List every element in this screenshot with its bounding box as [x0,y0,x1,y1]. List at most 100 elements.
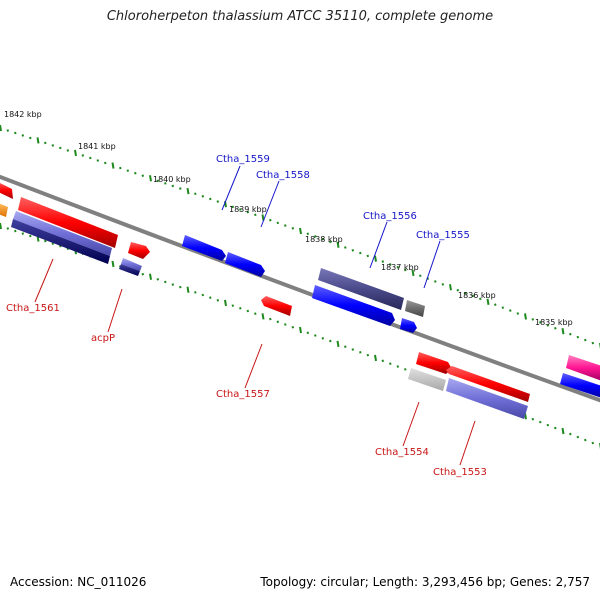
minor-tick [141,174,145,177]
minor-tick [306,232,310,236]
gene-feature[interactable] [119,264,140,276]
minor-tick [471,294,475,298]
major-tick [186,286,190,293]
minor-tick [404,368,407,371]
kbp-label: 1842 kbp [4,110,42,119]
gene-label-ctha-1553[interactable]: Ctha_1553 [433,467,487,478]
minor-tick [479,297,482,301]
major-tick [411,269,415,277]
minor-tick [194,192,197,196]
minor-tick [464,291,467,295]
minor-tick [396,365,400,368]
minor-tick [6,129,10,132]
gene-feature[interactable] [0,203,8,217]
minor-tick [509,309,512,312]
minor-tick [306,331,310,335]
gene-feature[interactable] [11,219,110,264]
minor-tick [539,420,542,424]
gene-feature[interactable] [261,296,292,316]
minor-tick [254,213,257,217]
gene-label-ctha-1557[interactable]: Ctha_1557 [216,389,270,400]
minor-tick [269,317,272,321]
gene-label-ctha-1559[interactable]: Ctha_1559 [216,154,270,165]
minor-tick [389,362,392,365]
minor-tick [194,291,197,294]
major-tick [524,313,527,320]
minor-tick [291,226,295,230]
gene-feature[interactable] [405,300,425,317]
gene-feature[interactable] [416,352,452,374]
major-tick [486,298,490,305]
minor-tick [269,218,272,222]
major-tick [149,273,152,280]
gene-feature[interactable] [0,182,13,199]
gene-label-ctha-1558[interactable]: Ctha_1558 [256,170,310,181]
major-tick [186,187,190,195]
minor-tick [44,141,47,145]
minor-tick [156,278,160,281]
minor-tick [516,312,520,315]
major-tick [111,260,115,268]
minor-tick [359,251,362,255]
minor-tick [51,144,55,147]
gene-feature[interactable] [408,368,446,391]
minor-tick [404,268,407,272]
minor-tick [21,134,25,137]
gene-label-ctha-1561[interactable]: Ctha_1561 [6,303,60,314]
minor-tick [29,234,32,238]
minor-tick [246,309,250,313]
minor-tick [119,166,122,170]
major-tick [561,427,565,435]
minor-tick [201,195,205,198]
minor-tick [576,435,580,439]
map-title: Chloroherpeton thalassium ATCC 35110, co… [106,9,494,24]
minor-tick [29,136,32,140]
gene-feature[interactable] [18,197,118,248]
gene-feature[interactable] [560,373,600,398]
gene-label-ctha-1556[interactable]: Ctha_1556 [363,211,417,222]
minor-tick [396,265,400,269]
gene-feature[interactable] [312,285,395,326]
kbp-label: 1836 kbp [458,291,496,300]
kbp-label: 1838 kbp [305,235,343,244]
gene-feature[interactable] [446,378,528,419]
minor-tick [539,321,542,324]
gene-feature[interactable] [225,252,265,277]
minor-tick [329,339,332,343]
gene-feature[interactable] [128,242,150,259]
gene-feature[interactable] [121,258,142,271]
minor-tick [366,254,370,258]
gene-feature[interactable] [318,268,404,310]
gene-label-ctha-1554[interactable]: Ctha_1554 [375,447,429,458]
minor-tick [546,423,550,427]
gene-feature[interactable] [566,355,600,381]
gene-features [0,182,600,419]
minor-tick [554,326,557,330]
gene-feature[interactable] [400,318,417,333]
minor-tick [164,182,167,185]
minor-tick [591,341,595,345]
minor-tick [81,154,85,157]
gene-label-acpp[interactable]: acpP [91,333,115,344]
major-tick [149,175,152,182]
minor-tick [314,334,317,337]
gene-feature[interactable] [13,211,112,256]
minor-tick [456,288,460,292]
major-tick [299,227,302,235]
genome-backbone [0,174,600,403]
gene-feature[interactable] [182,235,226,261]
gene-feature[interactable] [446,366,530,402]
major-tick [374,255,377,262]
gene-label-ctha-1555[interactable]: Ctha_1555 [416,230,470,241]
major-tick [336,241,340,248]
minor-tick [201,293,205,297]
major-tick [111,162,115,169]
minor-tick [14,229,17,233]
minor-tick [44,239,47,243]
leader-lines [34,165,476,466]
kbp-label: 1839 kbp [229,205,267,214]
accession-text: Accession: NC_011026 [10,575,147,589]
minor-tick [66,149,70,152]
minor-tick [276,221,280,225]
minor-tick [246,210,250,214]
